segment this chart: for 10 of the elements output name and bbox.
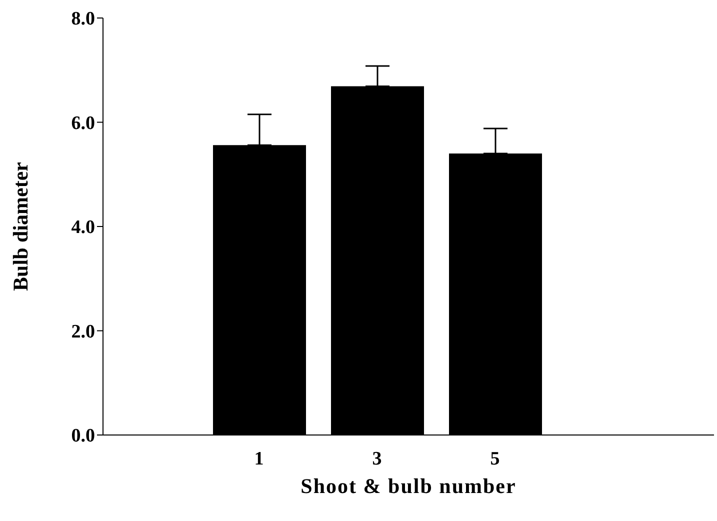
x-tick-label: 5	[490, 448, 500, 470]
x-axis-title: Shoot & bulb number	[300, 474, 516, 498]
x-tick-label: 1	[254, 448, 264, 470]
y-tick-label: 0.0	[71, 426, 95, 447]
y-tick-label: 6.0	[71, 112, 95, 134]
x-tick-label: 3	[372, 448, 382, 470]
y-tick-label: 8.0	[71, 8, 95, 30]
y-axis-title: Bulb diameter	[8, 162, 32, 291]
y-tick-label: 4.0	[71, 217, 95, 238]
y-tick-label: 2.0	[71, 321, 95, 342]
